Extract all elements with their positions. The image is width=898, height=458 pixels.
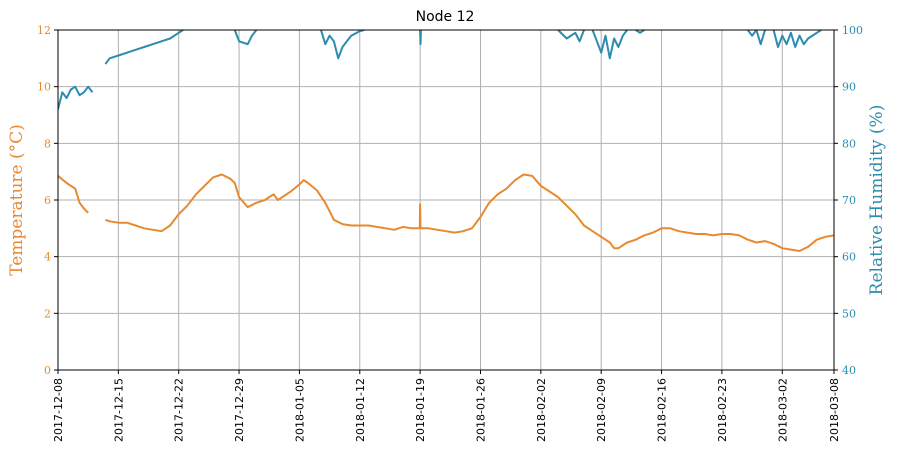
x-tick-label: 2017-12-08	[52, 378, 65, 442]
y-left-tick-label: 0	[44, 364, 51, 377]
y-left-tick-label: 2	[44, 307, 51, 320]
y-left-tick-label: 6	[44, 194, 51, 207]
x-tick-label: 2018-02-09	[595, 378, 608, 442]
y-left-tick-label: 10	[37, 81, 51, 94]
y-right-tick-label: 50	[842, 307, 856, 320]
y-right-tick-label: 100	[842, 24, 863, 37]
temperature-series-line	[58, 175, 89, 214]
y-left-tick-label: 4	[44, 251, 51, 264]
x-tick-label: 2018-03-02	[776, 378, 789, 442]
y-axis-left-label: Temperature (°C)	[7, 124, 27, 276]
x-tick-label: 2018-02-02	[535, 378, 548, 442]
x-tick-label: 2018-03-08	[828, 378, 841, 442]
humidity-series-line	[557, 30, 585, 43]
humidity-series-line	[747, 30, 766, 46]
y-axis-right-label: Relative Humidity (%)	[867, 105, 887, 296]
y-right-tick-label: 40	[842, 364, 856, 377]
chart-title: Node 12	[416, 9, 475, 25]
x-tick-label: 2018-01-05	[293, 378, 306, 442]
y-left-tick-label: 8	[44, 137, 51, 150]
humidity-series-line	[772, 30, 822, 48]
humidity-series-line	[419, 30, 422, 46]
x-tick-label: 2018-01-12	[354, 378, 367, 442]
humidity-series-line	[591, 30, 628, 60]
humidity-series-line	[635, 30, 645, 34]
y-right-tick-label: 90	[842, 81, 856, 94]
y-right-tick-label: 60	[842, 251, 856, 264]
humidity-series-line	[104, 30, 184, 65]
x-tick-label: 2018-02-23	[716, 378, 729, 442]
x-tick-label: 2017-12-29	[233, 378, 246, 442]
x-tick-label: 2017-12-15	[112, 378, 125, 442]
y-right-tick-label: 70	[842, 194, 856, 207]
humidity-series-line	[320, 30, 365, 60]
x-tick-label: 2018-02-16	[656, 378, 669, 442]
y-right-tick-label: 80	[842, 137, 856, 150]
x-tick-label: 2017-12-22	[173, 378, 186, 442]
temperature-series-line	[105, 173, 834, 252]
y-left-tick-label: 12	[37, 24, 51, 37]
axis-ticks: 2017-12-08 2017-12-15 2017-12-22 2017-12-29…	[37, 24, 863, 442]
humidity-series-line	[233, 30, 258, 46]
x-tick-label: 2018-01-19	[414, 378, 427, 442]
x-tick-label: 2018-01-26	[474, 378, 487, 442]
series-layer	[58, 30, 834, 252]
humidity-series-line	[58, 85, 94, 110]
